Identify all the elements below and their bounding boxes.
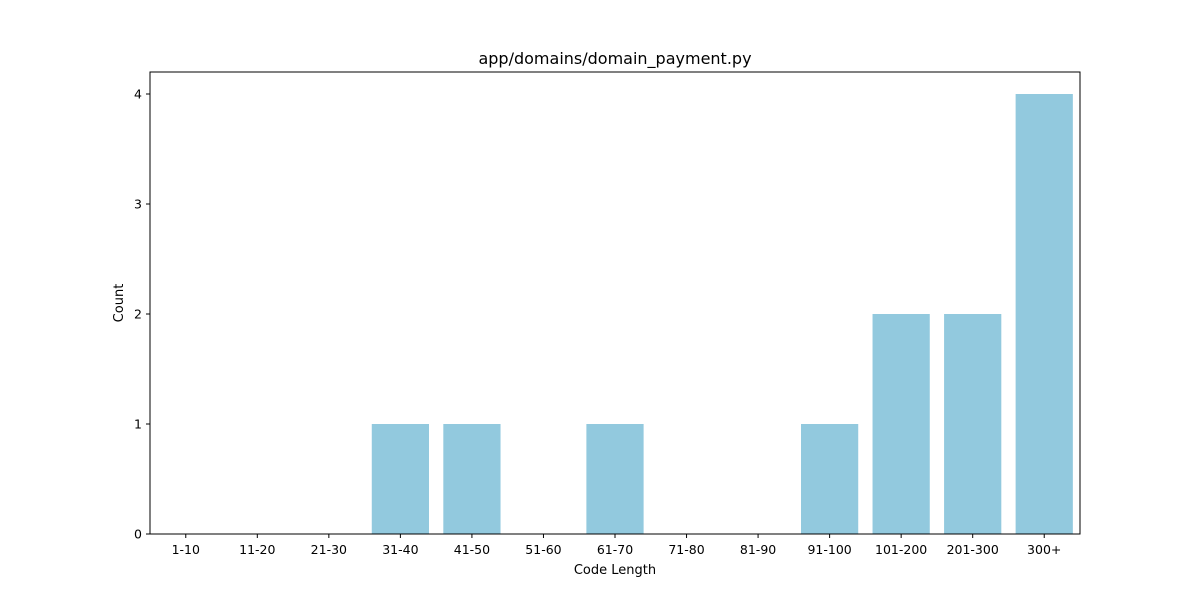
x-axis-ticks: 1-10 11-20 21-30 31-40 41-50 51-60 61-70 71-80 8…: [172, 534, 1061, 557]
y-tick-label: 0: [134, 527, 142, 542]
bar-300+: [1015, 94, 1073, 534]
x-tick-label: 300+: [1027, 542, 1061, 557]
y-tick-label: 4: [134, 87, 142, 102]
x-tick-label: 81-90: [740, 542, 776, 557]
x-tick-label: 51-60: [525, 542, 561, 557]
bars-group: [371, 94, 1073, 534]
y-tick-label: 2: [134, 307, 142, 322]
bar-61-70: [586, 424, 644, 534]
x-tick-label: 61-70: [597, 542, 633, 557]
y-tick-label: 1: [134, 417, 142, 432]
bar-91-100: [801, 424, 859, 534]
bar-201-300: [944, 314, 1002, 534]
chart-title: app/domains/domain_payment.py: [478, 49, 751, 69]
x-tick-label: 11-20: [239, 542, 275, 557]
y-axis-label: Count: [112, 284, 127, 323]
bar-31-40: [371, 424, 429, 534]
plot-frame: [149, 71, 1081, 535]
x-tick-label: 201-300: [947, 542, 999, 557]
y-tick-label: 3: [134, 197, 142, 212]
x-tick-label: 91-100: [807, 542, 851, 557]
x-tick-label: 41-50: [454, 542, 490, 557]
bar-101-200: [872, 314, 930, 534]
x-axis-label: Code Length: [574, 563, 656, 578]
x-tick-label: 31-40: [382, 542, 418, 557]
x-tick-label: 21-30: [311, 542, 347, 557]
x-tick-label: 1-10: [172, 542, 200, 557]
x-tick-label: 101-200: [875, 542, 927, 557]
y-axis-ticks: 0 1 2 3 4: [134, 87, 150, 542]
x-tick-label: 71-80: [668, 542, 704, 557]
bar-41-50: [443, 424, 501, 534]
